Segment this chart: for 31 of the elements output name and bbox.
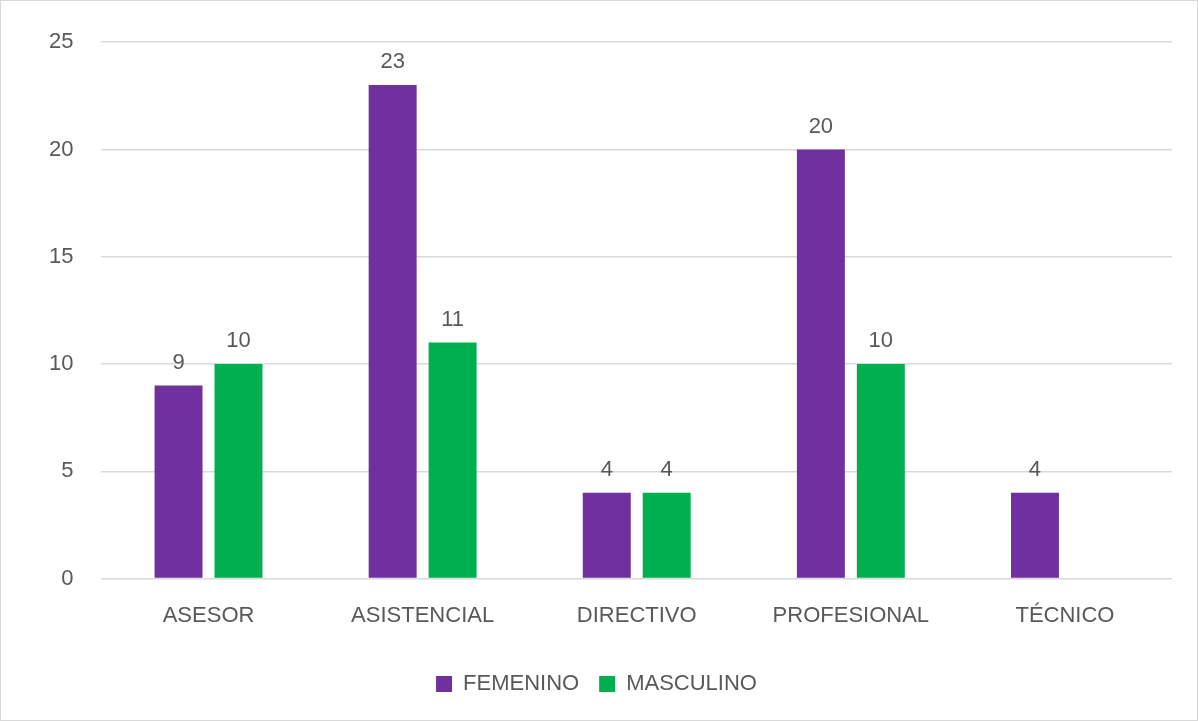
x-tick-label: ASESOR bbox=[162, 601, 255, 627]
bar bbox=[368, 85, 417, 578]
x-tick-label: ASISTENCIAL bbox=[351, 601, 495, 627]
data-label: 11 bbox=[441, 305, 465, 331]
bar bbox=[642, 492, 691, 578]
data-label: 10 bbox=[868, 327, 894, 353]
data-label: 4 bbox=[600, 455, 613, 481]
x-tick-label: DIRECTIVO bbox=[576, 601, 697, 627]
bar bbox=[856, 364, 905, 578]
legend-label: MASCULINO bbox=[626, 670, 757, 696]
bar bbox=[1010, 492, 1059, 578]
data-label: 9 bbox=[172, 348, 185, 374]
y-tick-label: 0 bbox=[61, 564, 74, 590]
y-tick-label: 10 bbox=[48, 350, 74, 376]
y-tick-label: 5 bbox=[61, 457, 74, 483]
y-tick-label: 15 bbox=[48, 242, 74, 268]
bar bbox=[582, 492, 631, 578]
data-label: 4 bbox=[660, 455, 673, 481]
bar bbox=[428, 342, 477, 578]
y-tick-label: 20 bbox=[48, 135, 74, 161]
x-tick-label: PROFESIONAL bbox=[772, 601, 930, 627]
legend-label: FEMENINO bbox=[463, 670, 580, 696]
bar bbox=[214, 364, 263, 578]
data-label: 20 bbox=[808, 112, 834, 138]
bar bbox=[154, 385, 203, 578]
data-label: 4 bbox=[1028, 455, 1042, 481]
y-tick-label: 25 bbox=[48, 28, 74, 54]
bar bbox=[796, 149, 845, 578]
data-label: 23 bbox=[380, 48, 405, 74]
x-tick-label: TÉCNICO bbox=[1015, 601, 1115, 627]
data-label: 10 bbox=[226, 327, 251, 353]
